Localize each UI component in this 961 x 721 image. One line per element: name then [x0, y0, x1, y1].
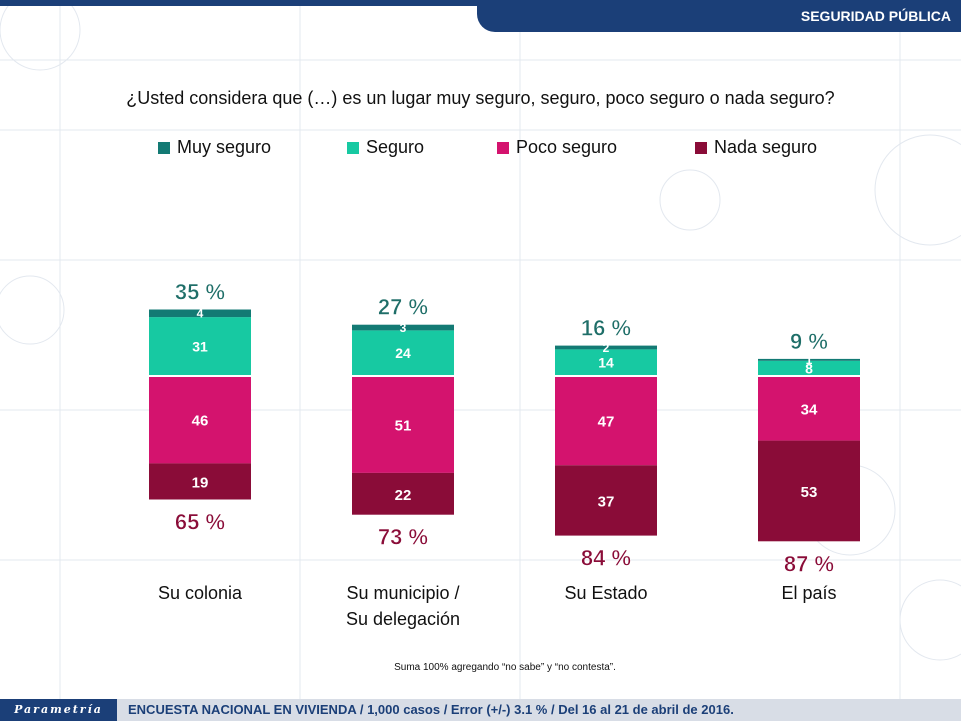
category-label-1-0: Su municipio / — [346, 583, 459, 603]
legend-swatch-seguro — [347, 141, 359, 154]
bar-muy-seguro-3 — [758, 358, 860, 361]
bar-label-poco-seguro-3: 34 — [801, 401, 818, 418]
bar-poco-seguro-2 — [555, 376, 657, 466]
bar-label-seguro-2: 14 — [598, 355, 614, 371]
bar-seguro-2 — [555, 349, 657, 376]
category-label-2-0: Su Estado — [564, 583, 647, 603]
total-inseguro-1: 73 % — [378, 525, 428, 550]
bar-seguro-0 — [149, 317, 251, 376]
bar-nada-seguro-0 — [149, 463, 251, 500]
survey-info: ENCUESTA NACIONAL EN VIVIENDA / 1,000 ca… — [128, 702, 734, 717]
legend-item-poco-seguro: Poco seguro — [497, 137, 617, 158]
bar-seguro-3 — [758, 360, 860, 376]
bar-poco-seguro-3 — [758, 376, 860, 441]
legend-swatch-nada-seguro — [695, 141, 707, 154]
bar-nada-seguro-3 — [758, 440, 860, 542]
chart-footnote: Suma 100% agregando “no sabe” y “no cont… — [394, 662, 616, 673]
bar-nada-seguro-1 — [352, 472, 454, 515]
bar-poco-seguro-1 — [352, 376, 454, 473]
bar-label-muy-seguro-0: 4 — [197, 307, 204, 321]
legend-item-muy-seguro: Muy seguro — [158, 137, 271, 158]
bar-label-nada-seguro-3: 53 — [801, 484, 818, 501]
total-seguro-3: 9 % — [790, 329, 828, 354]
legend-label-muy-seguro: Muy seguro — [177, 137, 272, 157]
bar-label-muy-seguro-2: 2 — [603, 341, 610, 355]
legend-swatch-muy-seguro — [158, 141, 170, 154]
chart-legend: Muy seguro Seguro Poco seguro Nada segur… — [0, 137, 961, 159]
bar-nada-seguro-2 — [555, 465, 657, 536]
section-title: SEGURIDAD PÚBLICA — [800, 8, 951, 24]
bar-poco-seguro-0 — [149, 376, 251, 464]
bar-label-muy-seguro-3: 1 — [806, 353, 813, 367]
bar-label-nada-seguro-2: 37 — [598, 493, 615, 510]
bar-label-poco-seguro-0: 46 — [192, 413, 209, 430]
legend-label-poco-seguro: Poco seguro — [516, 137, 618, 157]
legend-label-seguro: Seguro — [366, 137, 425, 157]
bar-label-seguro-3: 8 — [805, 360, 813, 376]
bar-label-poco-seguro-1: 51 — [395, 417, 412, 434]
total-inseguro-0: 65 % — [175, 510, 225, 535]
total-inseguro-2: 84 % — [581, 546, 631, 571]
bar-muy-seguro-2 — [555, 345, 657, 350]
bar-label-nada-seguro-1: 22 — [395, 487, 412, 504]
bar-muy-seguro-1 — [352, 324, 454, 331]
bar-label-nada-seguro-0: 19 — [192, 474, 209, 491]
section-header: SEGURIDAD PÚBLICA — [477, 0, 961, 32]
legend-item-seguro: Seguro — [347, 137, 424, 158]
category-label-3-0: El país — [781, 583, 836, 603]
bar-label-muy-seguro-1: 3 — [400, 321, 407, 335]
total-inseguro-3: 87 % — [784, 551, 834, 576]
bar-label-seguro-0: 31 — [192, 339, 208, 355]
diverging-bar-chart: 31 4 46 19 35 % 65 % Su colonia 24 3 51 22 27 % 73 %… — [149, 279, 860, 629]
total-seguro-0: 35 % — [175, 280, 225, 305]
legend-item-nada-seguro: Nada seguro — [695, 137, 817, 158]
category-label-0-0: Su colonia — [158, 583, 243, 603]
footer-bar: Parametría ENCUESTA NACIONAL EN VIVIENDA… — [0, 699, 961, 721]
category-label-1-1: Su delegación — [346, 609, 460, 629]
survey-question: ¿Usted considera que (…) es un lugar muy… — [126, 88, 835, 108]
parametria-logo: Parametría — [0, 699, 117, 721]
bar-seguro-1 — [352, 330, 454, 376]
bar-label-seguro-1: 24 — [395, 345, 411, 361]
legend-label-nada-seguro: Nada seguro — [714, 137, 818, 157]
bar-muy-seguro-0 — [149, 309, 251, 318]
legend-swatch-poco-seguro — [497, 141, 509, 154]
total-seguro-2: 16 % — [581, 316, 631, 341]
bar-label-poco-seguro-2: 47 — [598, 414, 615, 431]
total-seguro-1: 27 % — [378, 295, 428, 320]
